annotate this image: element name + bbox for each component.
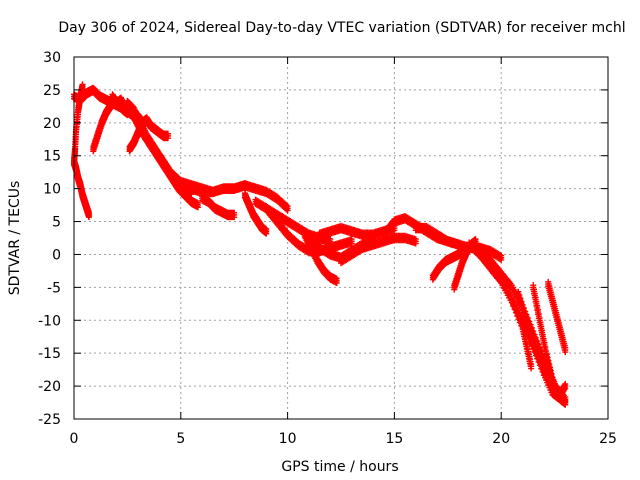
- x-axis-label: GPS time / hours: [281, 459, 398, 475]
- y-tick-label: 25: [43, 83, 61, 99]
- data-point: [231, 214, 238, 221]
- y-axis-label: SDTVAR / TECUs: [7, 181, 23, 296]
- data-point: [391, 227, 398, 234]
- data-point: [562, 349, 569, 356]
- y-tick-label: -15: [38, 346, 61, 362]
- y-tick-label: 15: [43, 149, 61, 165]
- data-point: [561, 386, 568, 393]
- series-pass-10: [188, 180, 291, 214]
- y-tick-label: 0: [52, 247, 61, 263]
- data-point: [164, 135, 171, 142]
- data-points: [71, 81, 569, 408]
- series-pass-12: [241, 190, 270, 237]
- data-point: [143, 118, 150, 125]
- x-tick-label: 5: [176, 431, 185, 447]
- data-point: [194, 204, 201, 211]
- y-tick-label: 20: [43, 116, 61, 132]
- data-point: [79, 85, 86, 92]
- data-point: [562, 401, 569, 408]
- axis-ticks: 0 5 10 15 20 25 -25 -20 -15 -10 -5 0 5 10 15 20 25 30: [38, 50, 617, 447]
- series-pass-25: [487, 262, 535, 372]
- x-tick-label: 10: [279, 431, 297, 447]
- y-tick-label: 5: [52, 215, 61, 231]
- series-pass-27: [530, 282, 569, 402]
- data-point: [85, 214, 92, 221]
- plot-frame: [73, 56, 609, 420]
- x-tick-label: 25: [599, 431, 617, 447]
- data-point: [263, 230, 270, 237]
- x-tick-label: 20: [492, 431, 510, 447]
- y-tick-label: 10: [43, 182, 61, 198]
- x-tick-label: 15: [385, 431, 403, 447]
- y-tick-label: -25: [38, 412, 61, 428]
- data-point: [333, 279, 340, 286]
- data-point: [284, 207, 291, 214]
- series-pass-21: [429, 245, 468, 283]
- y-tick-label: -20: [38, 379, 61, 395]
- x-tick-label: 0: [70, 431, 79, 447]
- data-point: [348, 240, 355, 247]
- grid: [74, 57, 608, 419]
- series-pass-28: [545, 278, 569, 356]
- chart-title: Day 306 of 2024, Sidereal Day-to-day VTE…: [58, 20, 625, 36]
- series-pass-18: [338, 232, 419, 267]
- y-tick-label: -5: [47, 280, 61, 296]
- y-tick-label: 30: [43, 50, 61, 66]
- data-point: [562, 385, 569, 392]
- y-tick-label: -10: [38, 313, 61, 329]
- data-point: [498, 256, 505, 263]
- data-point: [528, 365, 535, 372]
- data-point: [412, 240, 419, 247]
- series-pass-11: [199, 193, 238, 221]
